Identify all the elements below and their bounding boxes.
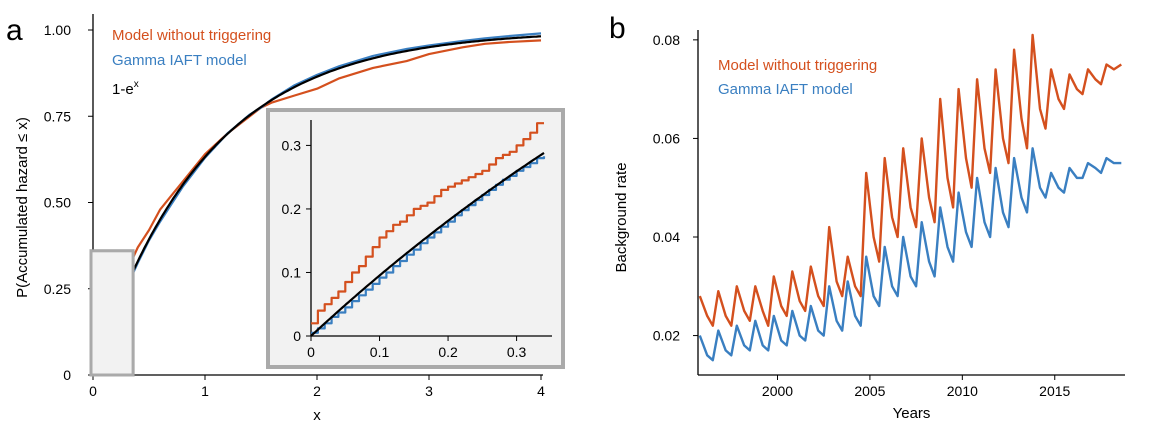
panel-b-axes: 2000 2005 2010 2015 0.02 0.04 0.06 0.08 Years Bac… <box>613 30 1125 422</box>
b-x-tick-label: 2010 <box>947 383 978 399</box>
b-y-tick-label: 0.08 <box>653 32 680 48</box>
inset-frame <box>266 108 565 369</box>
panel-b-plot-area <box>698 33 1122 362</box>
x-tick-label: 3 <box>425 383 433 399</box>
legend-b-model-without-triggering: Model without triggering <box>718 57 877 74</box>
b-y-tick-label: 0.04 <box>653 229 680 245</box>
inset-zoom-box <box>89 249 135 377</box>
b-x-tick-label: 2005 <box>854 383 885 399</box>
x-tick-label: 0 <box>89 383 97 399</box>
panel-b: b 2000 2005 2010 2015 0.02 0.04 0.06 0.08 Years B… <box>609 12 1125 422</box>
b-x-axis-label: Years <box>893 405 931 422</box>
panel-a-letter: a <box>6 14 23 47</box>
inset-y-tick-label: 0.2 <box>282 201 302 217</box>
x-tick-label: 2 <box>313 383 321 399</box>
y-tick-label: 0 <box>63 367 71 383</box>
b-x-tick-label: 2000 <box>762 383 793 399</box>
inset-x-tick-label: 0 <box>307 344 315 360</box>
y-tick-label: 0.25 <box>44 281 71 297</box>
b-series-gamma-iaft-model <box>698 147 1122 362</box>
series-exp-curve <box>91 35 542 376</box>
legend-exp-base: 1-e <box>112 81 134 98</box>
inset-chart: 0 0.1 0.2 0.3 0 0.1 0.2 0.3 <box>266 108 565 369</box>
inset-series-exp-curve <box>310 151 545 337</box>
legend-exp-superscript: x <box>134 79 139 90</box>
inset-x-tick-label: 0.1 <box>370 344 390 360</box>
panel-a: a 0 1 2 3 4 0 0.25 0.50 0.75 1.00 x P(Accumulated h… <box>6 14 565 424</box>
x-tick-label: 4 <box>537 383 545 399</box>
inset-series-model-without-triggering <box>311 122 544 325</box>
y-tick-label: 0.75 <box>44 108 71 124</box>
x-tick-label: 1 <box>201 383 209 399</box>
panel-b-legend: Model without triggering Gamma IAFT mode… <box>718 57 877 98</box>
legend-b-gamma-iaft-model: Gamma IAFT model <box>718 81 853 98</box>
inset-x-tick-label: 0.3 <box>507 344 527 360</box>
legend-gamma-iaft-model: Gamma IAFT model <box>112 52 247 69</box>
b-x-tick-label: 2015 <box>1039 383 1070 399</box>
y-tick-label: 1.00 <box>44 22 71 38</box>
legend-exp-curve: 1-ex <box>112 79 139 98</box>
legend-model-without-triggering: Model without triggering <box>112 27 271 44</box>
inset-y-tick-label: 0 <box>293 328 301 344</box>
b-series-model-without-triggering <box>698 33 1122 327</box>
inset-y-tick-label: 0.1 <box>282 264 302 280</box>
inset-x-tick-label: 0.2 <box>438 344 458 360</box>
b-y-tick-label: 0.06 <box>653 130 680 146</box>
y-axis-label: P(Accumulated hazard ≤ x) <box>14 117 31 298</box>
b-y-axis-label: Background rate <box>613 162 630 272</box>
zoom-region-rect <box>89 249 135 377</box>
panel-b-letter: b <box>609 12 626 45</box>
inset-y-tick-label: 0.3 <box>282 137 302 153</box>
y-tick-label: 0.50 <box>44 195 71 211</box>
x-axis-label: x <box>313 407 321 424</box>
panel-a-legend: Model without triggering Gamma IAFT mode… <box>112 27 271 98</box>
b-y-tick-label: 0.02 <box>653 328 680 344</box>
